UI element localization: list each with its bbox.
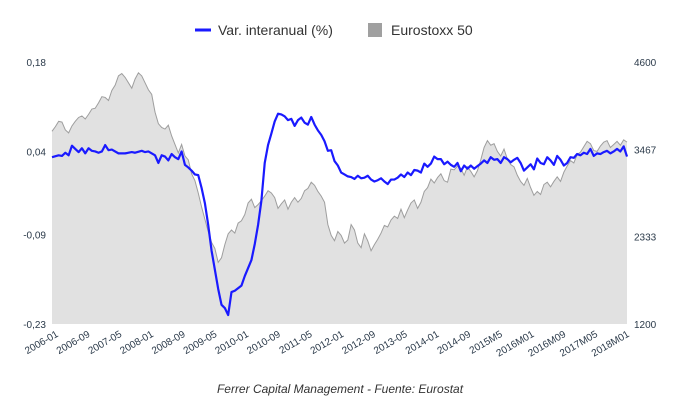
x-tick-label: 2012-09 bbox=[340, 329, 378, 357]
y-axis-right: 4600 3467 2333 1200 bbox=[634, 58, 657, 331]
eurostoxx-outline bbox=[51, 71, 628, 264]
legend-label-area: Eurostoxx 50 bbox=[391, 22, 473, 38]
eurostoxx-area bbox=[52, 72, 627, 324]
x-tick-label: 2006-01 bbox=[23, 329, 61, 357]
area-layer bbox=[51, 71, 628, 324]
legend-label-line: Var. interanual (%) bbox=[218, 22, 333, 38]
y-right-tick-label: 1200 bbox=[634, 320, 657, 331]
x-tick-label: 2010-01 bbox=[214, 329, 252, 357]
legend-item-line[interactable]: Var. interanual (%) bbox=[195, 22, 333, 38]
y-right-tick-label: 2333 bbox=[634, 233, 657, 244]
y-left-tick-label: 0,04 bbox=[27, 148, 47, 159]
legend-area-swatch bbox=[368, 23, 382, 37]
x-tick-label: 2011-05 bbox=[278, 329, 315, 357]
x-tick-label: 2007-05 bbox=[87, 329, 125, 357]
y-axis-left: 0,18 0,04 -0,09 -0,23 bbox=[23, 58, 46, 331]
line-layer bbox=[51, 112, 629, 317]
source-note: Ferrer Capital Management - Fuente: Euro… bbox=[217, 382, 464, 396]
legend: Var. interanual (%) Eurostoxx 50 bbox=[195, 22, 473, 38]
y-left-tick-label: -0,23 bbox=[23, 320, 46, 331]
var-interanual-line bbox=[51, 112, 629, 317]
x-tick-label: 2009-05 bbox=[182, 329, 220, 357]
x-tick-label: 2008-01 bbox=[118, 329, 156, 357]
x-tick-label: 2010-09 bbox=[245, 329, 283, 357]
x-tick-label: 2014-09 bbox=[436, 329, 474, 357]
x-tick-label: 2013-05 bbox=[372, 329, 410, 357]
legend-item-area[interactable]: Eurostoxx 50 bbox=[368, 22, 473, 38]
x-tick-label: 2006-09 bbox=[55, 329, 93, 357]
y-right-tick-label: 3467 bbox=[634, 145, 657, 156]
x-tick-label: 2008-09 bbox=[150, 329, 188, 357]
y-right-tick-label: 4600 bbox=[634, 58, 657, 69]
x-tick-label: 2012-01 bbox=[309, 329, 347, 357]
x-tick-label: 2014-01 bbox=[404, 329, 442, 357]
x-axis: 2006-012006-092007-052008-012008-092009-… bbox=[23, 329, 632, 360]
y-left-tick-label: -0,09 bbox=[23, 231, 46, 242]
y-left-tick-label: 0,18 bbox=[27, 58, 47, 69]
